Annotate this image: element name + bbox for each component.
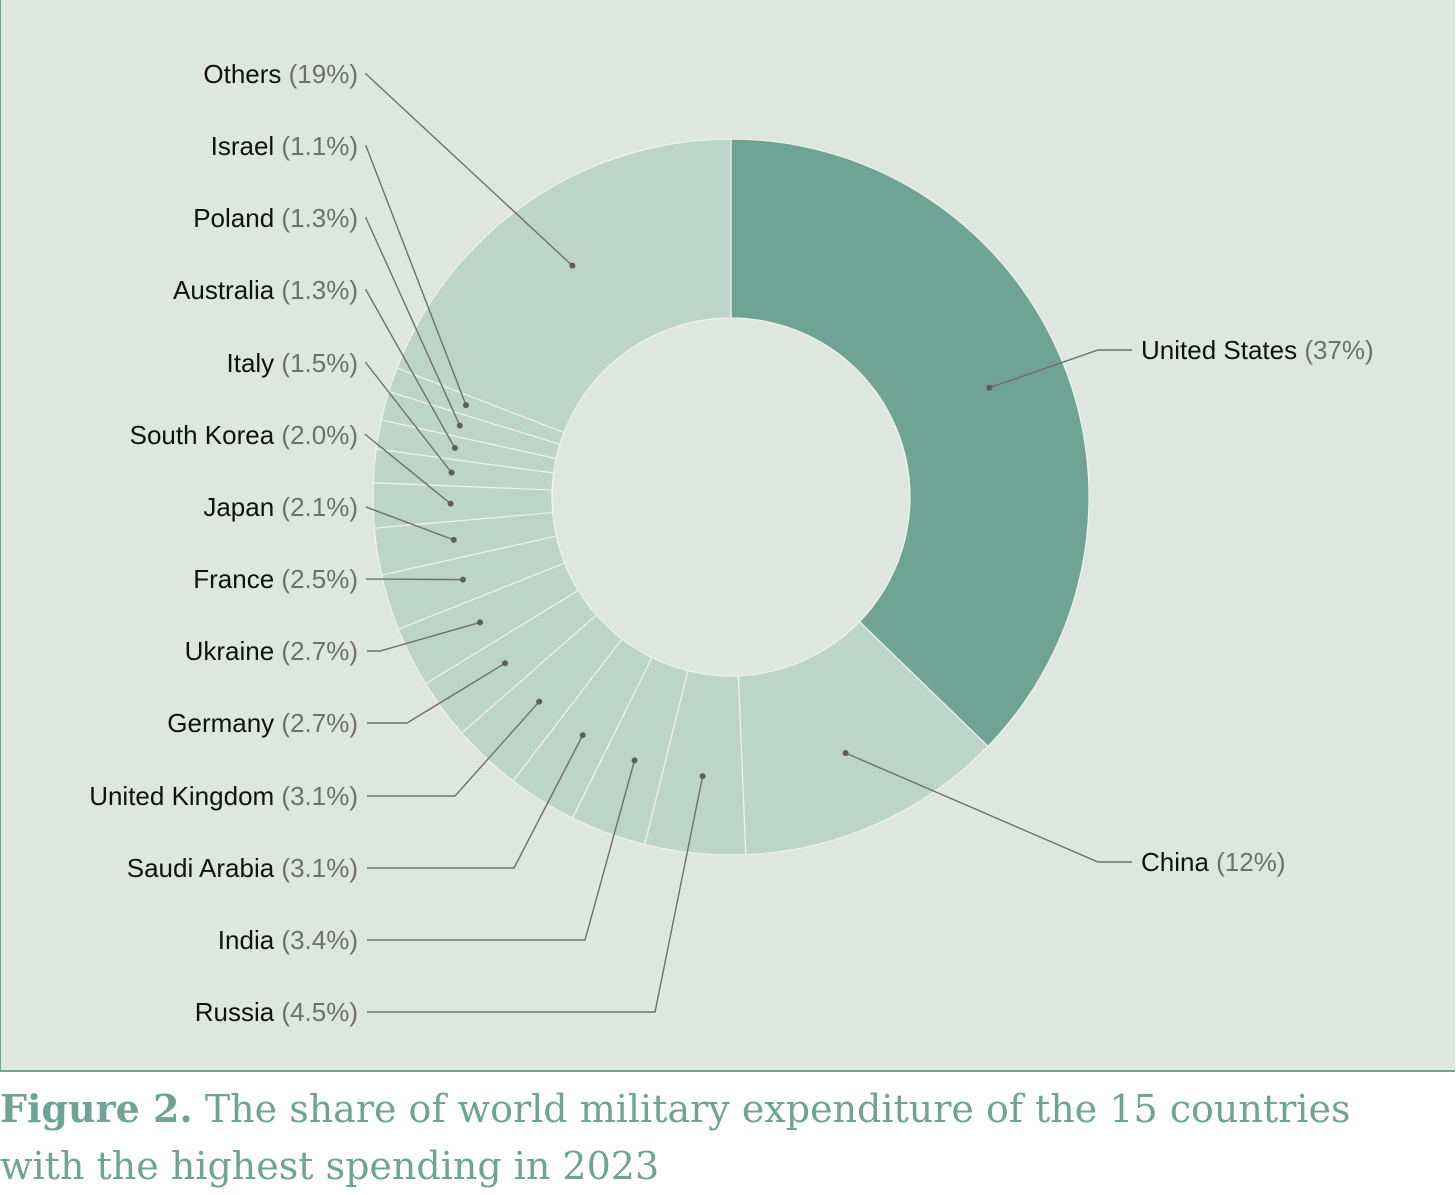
slice-label-saudi-arabia: Saudi Arabia (3.1%) — [127, 853, 358, 883]
slice-label-japan: Japan (2.1%) — [203, 492, 358, 522]
slice-label-name: United States — [1141, 335, 1297, 365]
leader-line-china — [845, 752, 1132, 863]
slice-label-israel: Israel (1.1%) — [211, 131, 358, 161]
slice-label-name: Germany — [167, 708, 274, 738]
leader-line-saudi-arabia — [367, 734, 584, 869]
slice-label-percent: (2.7%) — [274, 636, 358, 666]
leader-dot-germany — [502, 660, 509, 667]
slice-label-percent: (12%) — [1209, 847, 1286, 877]
slice-label-russia: Russia (4.5%) — [195, 997, 358, 1027]
caption-text: The share of world military expenditure … — [0, 1087, 1351, 1188]
slice-label-others: Others (19%) — [203, 59, 358, 89]
slice-label-name: Saudi Arabia — [127, 853, 275, 883]
figure-caption: Figure 2. The share of world military ex… — [0, 1080, 1440, 1195]
leader-line-australia — [364, 289, 456, 449]
slice-label-ukraine: Ukraine (2.7%) — [185, 636, 358, 666]
leader-dot-poland — [456, 422, 463, 429]
slice-label-percent: (1.5%) — [274, 348, 358, 378]
slice-label-name: Poland — [193, 203, 274, 233]
slice-label-name: Italy — [227, 348, 275, 378]
leader-line-germany — [367, 662, 506, 724]
slice-label-united-states: United States (37%) — [1141, 335, 1374, 365]
slice-label-percent: (1.1%) — [274, 131, 358, 161]
slice-china — [737, 620, 989, 856]
slice-label-name: Russia — [195, 997, 275, 1027]
slice-label-china: China (12%) — [1141, 847, 1286, 877]
slice-label-name: France — [193, 564, 274, 594]
leader-line-italy — [364, 362, 453, 474]
slice-label-percent: (4.5%) — [274, 997, 358, 1027]
leader-line-poland — [364, 217, 461, 426]
slice-label-name: United Kingdom — [89, 781, 274, 811]
slice-label-percent: (3.4%) — [274, 925, 358, 955]
slice-label-percent: (2.7%) — [274, 708, 358, 738]
slice-label-percent: (37%) — [1297, 335, 1374, 365]
slice-label-france: France (2.5%) — [193, 564, 358, 594]
leader-line-others — [364, 73, 573, 267]
leader-dot-israel — [462, 402, 469, 409]
slice-label-germany: Germany (2.7%) — [167, 708, 358, 738]
leader-dot-australia — [451, 445, 458, 452]
leader-dot-united-states — [986, 384, 993, 391]
leader-line-france — [365, 578, 463, 581]
slice-label-united-kingdom: United Kingdom (3.1%) — [89, 781, 358, 811]
leader-dot-italy — [448, 469, 455, 476]
leader-dot-others — [569, 262, 576, 269]
leader-dot-japan — [450, 536, 457, 543]
leader-dot-russia — [699, 773, 706, 780]
slice-label-name: Australia — [173, 275, 275, 305]
leader-line-india — [367, 760, 636, 941]
slice-label-name: India — [218, 925, 275, 955]
leader-dot-united-kingdom — [536, 698, 543, 705]
slice-label-name: Japan — [203, 492, 274, 522]
caption-label: Figure 2. — [0, 1086, 193, 1131]
leader-line-israel — [364, 145, 467, 406]
leader-dot-france — [459, 576, 466, 583]
slice-label-italy: Italy (1.5%) — [227, 348, 359, 378]
slice-others — [396, 138, 732, 434]
slice-united-states — [730, 138, 1090, 748]
slice-label-percent: (3.1%) — [274, 781, 358, 811]
slice-label-south-korea: South Korea (2.0%) — [130, 420, 358, 450]
labels-layer: United States (37%) China (12%) Russia (4.… — [89, 59, 1373, 1027]
slices-layer — [372, 138, 1090, 856]
slice-label-name: Ukraine — [185, 636, 275, 666]
slice-label-india: India (3.4%) — [218, 925, 358, 955]
slice-label-percent: (19%) — [281, 59, 358, 89]
slice-label-percent: (1.3%) — [274, 275, 358, 305]
leader-line-ukraine — [367, 621, 481, 652]
slice-label-poland: Poland (1.3%) — [193, 203, 358, 233]
leader-dot-china — [842, 750, 849, 757]
slice-label-australia: Australia (1.3%) — [173, 275, 358, 305]
slice-label-name: Israel — [211, 131, 275, 161]
slice-label-name: China — [1141, 847, 1209, 877]
slice-label-percent: (2.1%) — [274, 492, 358, 522]
slice-label-percent: (2.5%) — [274, 564, 358, 594]
slice-label-name: Others — [203, 59, 281, 89]
leader-dot-ukraine — [477, 619, 484, 626]
slice-label-percent: (2.0%) — [274, 420, 358, 450]
leader-dot-south-korea — [447, 500, 454, 507]
leader-line-south-korea — [364, 434, 452, 505]
slice-label-percent: (1.3%) — [274, 203, 358, 233]
donut-chart: United States (37%) China (12%) Russia (4.… — [89, 59, 1373, 1027]
leader-line-united-states — [989, 349, 1132, 389]
leader-line-united-kingdom — [367, 701, 540, 797]
leader-lines-layer — [364, 73, 1132, 1013]
slice-label-name: South Korea — [130, 420, 275, 450]
leader-line-japan — [365, 506, 455, 541]
leader-dot-saudi-arabia — [579, 732, 586, 739]
slice-label-percent: (3.1%) — [274, 853, 358, 883]
leader-dot-india — [631, 757, 638, 764]
leader-line-russia — [367, 775, 704, 1013]
